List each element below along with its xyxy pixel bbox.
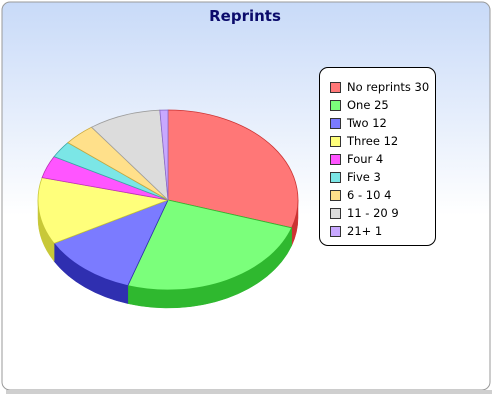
pie-slice	[53, 199, 169, 287]
legend-swatch	[330, 117, 341, 129]
legend-label: One 25	[347, 98, 389, 112]
legend-label: Five 3	[347, 170, 381, 184]
chart-shadow	[6, 390, 492, 394]
legend-swatch	[330, 135, 341, 147]
pie-slice	[127, 199, 293, 291]
chart-legend: No reprints 30 One 25 Two 12 Three 12 Four 4…	[319, 67, 436, 246]
legend-swatch	[330, 81, 341, 93]
legend-label: 11 - 20 9	[347, 206, 399, 220]
legend-item: Five 3	[330, 168, 435, 186]
legend-item: Four 4	[330, 150, 435, 168]
legend-item: 21+ 1	[330, 222, 435, 240]
legend-item: No reprints 30	[330, 78, 435, 96]
legend-item: One 25	[330, 96, 435, 114]
legend-label: Three 12	[347, 134, 399, 148]
legend-label: Two 12	[347, 116, 387, 130]
legend-item: 6 - 10 4	[330, 186, 435, 204]
legend-label: 21+ 1	[347, 224, 383, 238]
pie-slice	[167, 109, 299, 229]
legend-item: 11 - 20 9	[330, 204, 435, 222]
legend-label: 6 - 10 4	[347, 188, 392, 202]
legend-swatch	[330, 171, 341, 183]
pie-slice	[37, 177, 170, 244]
pie-slice	[159, 109, 169, 201]
legend-label: Four 4	[347, 152, 384, 166]
legend-swatch	[330, 225, 341, 237]
legend-label: No reprints 30	[347, 80, 430, 94]
legend-item: Three 12	[330, 132, 435, 150]
legend-swatch	[330, 189, 341, 201]
legend-swatch	[330, 99, 341, 111]
pie-chart	[37, 109, 299, 309]
legend-swatch	[330, 153, 341, 165]
legend-swatch	[330, 207, 341, 219]
chart-title: Reprints	[209, 7, 281, 25]
legend-item: Two 12	[330, 114, 435, 132]
